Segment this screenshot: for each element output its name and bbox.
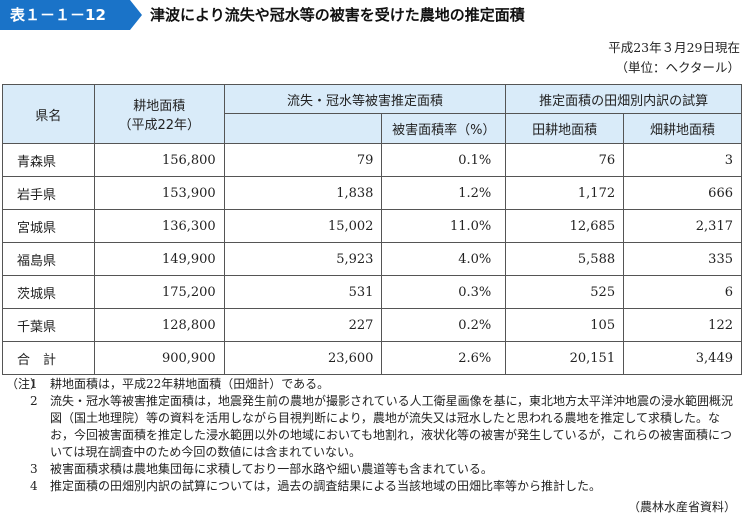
note-item: 2 流失・冠水等被害推定面積は，地震発生前の農地が撮影されている人工衛星画像を基…: [6, 393, 738, 461]
cell-damage: 1,838: [223, 176, 383, 210]
damage-table: 県名 耕地面積 （平成22年） 流失・冠水等被害推定面積 推定面積の田畑別内訳の…: [2, 84, 742, 375]
cell-paddy: 20,151: [505, 341, 625, 375]
cell-paddy: 1,172: [505, 176, 625, 210]
cell-pref: 福島県: [2, 242, 95, 276]
cell-field: 335: [623, 242, 742, 276]
cell-farmland: 153,900: [93, 176, 225, 210]
cell-rate: 11.0%: [381, 209, 507, 243]
notes: （注） 1 耕地面積は，平成22年耕地面積（田畑計）である。 2 流失・冠水等被…: [6, 376, 738, 495]
header-farmland-label: 耕地面積: [133, 99, 186, 114]
note-number: 2: [30, 394, 38, 408]
cell-rate: 4.0%: [381, 242, 507, 276]
notes-label: （注）: [6, 377, 43, 391]
cell-total-label: 合 計: [2, 341, 95, 375]
note-text: 推定面積の田畑別内訳の試算については，過去の調査結果による当該地域の田畑比率等か…: [50, 479, 602, 493]
source-credit: （農林水産省資料）: [627, 500, 736, 514]
header-farmland: 耕地面積 （平成22年）: [93, 84, 225, 144]
table-row: 青森県 156,800 79 0.1% 76 3: [2, 143, 742, 177]
note-text: 耕地面積は，平成22年耕地面積（田畑計）である。: [50, 377, 330, 391]
header-field: 畑耕地面積: [623, 113, 742, 144]
cell-paddy: 105: [505, 308, 625, 342]
cell-farmland: 136,300: [93, 209, 225, 243]
cell-farmland: 900,900: [93, 341, 225, 375]
table-row-total: 合 計 900,900 23,600 2.6% 20,151 3,449: [2, 341, 742, 375]
cell-damage: 531: [223, 275, 383, 309]
cell-field: 3,449: [623, 341, 742, 375]
cell-farmland: 128,800: [93, 308, 225, 342]
table-row: 茨城県 175,200 531 0.3% 525 6: [2, 275, 742, 309]
note-item: （注） 1 耕地面積は，平成22年耕地面積（田畑計）である。: [6, 376, 738, 393]
cell-field: 6: [623, 275, 742, 309]
cell-pref: 青森県: [2, 143, 95, 177]
cell-pref: 宮城県: [2, 209, 95, 243]
cell-rate: 1.2%: [381, 176, 507, 210]
cell-farmland: 175,200: [93, 275, 225, 309]
cell-paddy: 5,588: [505, 242, 625, 276]
header-paddy: 田耕地面積: [505, 113, 625, 144]
note-number: 1: [30, 377, 38, 391]
cell-rate: 0.3%: [381, 275, 507, 309]
header-damage-rate: 被害面積率（%）: [381, 113, 507, 144]
cell-rate: 0.2%: [381, 308, 507, 342]
table-row: 岩手県 153,900 1,838 1.2% 1,172 666: [2, 176, 742, 210]
cell-field: 2,317: [623, 209, 742, 243]
note-number: 3: [30, 462, 38, 476]
cell-damage: 227: [223, 308, 383, 342]
cell-damage: 79: [223, 143, 383, 177]
cell-farmland: 156,800: [93, 143, 225, 177]
cell-pref: 茨城県: [2, 275, 95, 309]
cell-field: 666: [623, 176, 742, 210]
as-of-date: 平成23年３月29日現在: [608, 40, 740, 55]
header-breakdown-group: 推定面積の田畑別内訳の試算: [505, 84, 742, 114]
cell-field: 122: [623, 308, 742, 342]
table-row: 宮城県 136,300 15,002 11.0% 12,685 2,317: [2, 209, 742, 243]
header-damage-group: 流失・冠水等被害推定面積: [223, 84, 507, 114]
note-item: 4 推定面積の田畑別内訳の試算については，過去の調査結果による当該地域の田畑比率…: [6, 478, 738, 495]
note-item: 3 被害面積求積は農地集団毎に求積しており一部水路や細い農道等も含まれている。: [6, 461, 738, 478]
cell-field: 3: [623, 143, 742, 177]
cell-rate: 0.1%: [381, 143, 507, 177]
cell-farmland: 149,900: [93, 242, 225, 276]
note-text: 流失・冠水等被害推定面積は，地震発生前の農地が撮影されている人工衛星画像を基に，…: [50, 394, 734, 459]
cell-rate: 2.6%: [381, 341, 507, 375]
note-number: 4: [30, 479, 38, 493]
cell-pref: 岩手県: [2, 176, 95, 210]
table-title: 津波により流失や冠水等の被害を受けた農地の推定面積: [150, 6, 525, 24]
table-row: 福島県 149,900 5,923 4.0% 5,588 335: [2, 242, 742, 276]
cell-paddy: 12,685: [505, 209, 625, 243]
header-farmland-sub: （平成22年）: [118, 118, 201, 133]
table-row: 千葉県 128,800 227 0.2% 105 122: [2, 308, 742, 342]
unit-label: （単位：ヘクタール）: [615, 60, 740, 75]
cell-damage: 23,600: [223, 341, 383, 375]
note-text: 被害面積求積は農地集団毎に求積しており一部水路や細い農道等も含まれている。: [50, 462, 493, 476]
table-number: 表１－１－12: [0, 0, 142, 30]
title-bar: 表１－１－12 津波により流失や冠水等の被害を受けた農地の推定面積: [0, 0, 744, 30]
cell-paddy: 525: [505, 275, 625, 309]
cell-damage: 15,002: [223, 209, 383, 243]
cell-damage: 5,923: [223, 242, 383, 276]
header-pref: 県名: [2, 84, 95, 144]
cell-pref: 千葉県: [2, 308, 95, 342]
cell-paddy: 76: [505, 143, 625, 177]
header-damage-blank: [223, 113, 383, 144]
